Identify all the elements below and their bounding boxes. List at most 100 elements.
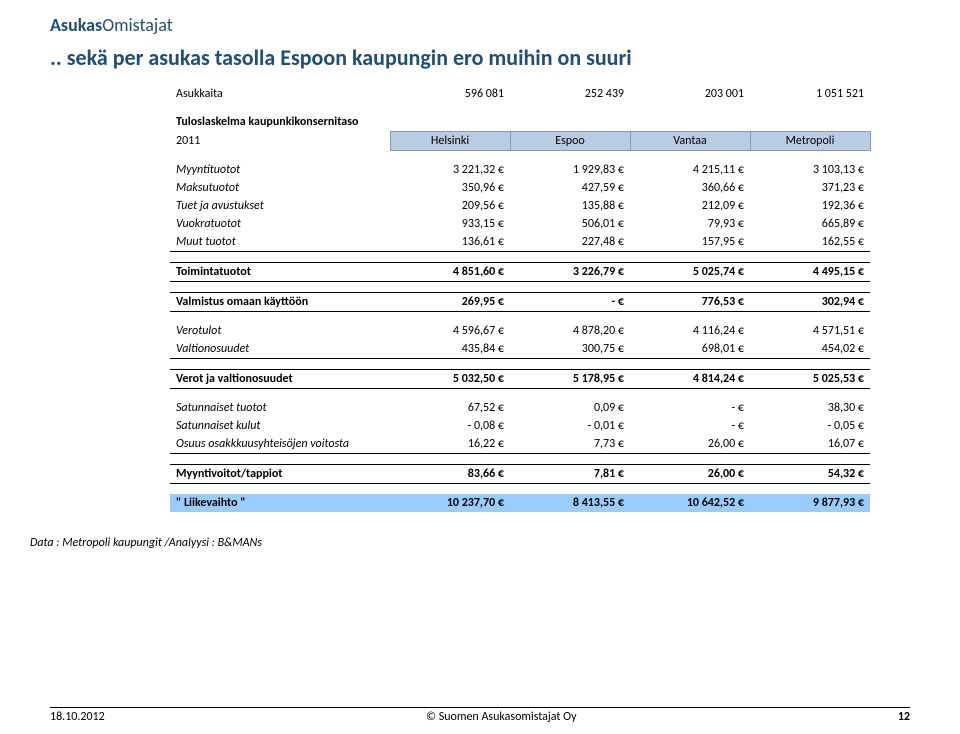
row-valmistus: Valmistus omaan käyttöön 269,95 € - € 77… [170, 292, 870, 311]
row-maksutuotot: Maksutuotot 350,96 € 427,59 € 360,66 € 3… [170, 179, 870, 197]
cell: 192,36 € [750, 197, 870, 215]
cell: 665,89 € [750, 215, 870, 233]
cell: 26,00 € [630, 464, 750, 483]
cell: 300,75 € [510, 340, 630, 359]
label: Valmistus omaan käyttöön [170, 292, 390, 311]
label: " Liikevaihto " [170, 494, 390, 512]
cell: 4 495,15 € [750, 262, 870, 281]
label: Toimintatuotot [170, 262, 390, 281]
row-asukkaita: Asukkaita 596 081 252 439 203 001 1 051 … [170, 85, 870, 103]
row-verot-valt: Verot ja valtionosuudet 5 032,50 € 5 178… [170, 369, 870, 388]
cell: 933,15 € [390, 215, 510, 233]
cell: 4 814,24 € [630, 369, 750, 388]
footer-page-number: 12 [898, 710, 910, 724]
label: Satunnaiset tuotot [170, 399, 390, 417]
cell: 38,30 € [750, 399, 870, 417]
cell: - € [630, 417, 750, 435]
cell: 5 032,50 € [390, 369, 510, 388]
page-title: .. sekä per asukas tasolla Espoon kaupun… [50, 44, 910, 71]
cell: 5 025,53 € [750, 369, 870, 388]
cell: 3 103,13 € [750, 161, 870, 179]
row-valtionosuudet: Valtionosuudet 435,84 € 300,75 € 698,01 … [170, 340, 870, 359]
cell: 4 116,24 € [630, 322, 750, 340]
label: Tuet ja avustukset [170, 197, 390, 215]
row-vuokratuotot: Vuokratuotot 933,15 € 506,01 € 79,93 € 6… [170, 215, 870, 233]
label: Vuokratuotot [170, 215, 390, 233]
cell: 54,32 € [750, 464, 870, 483]
col-espoo: Espoo [510, 131, 630, 150]
cell: - 0,05 € [750, 417, 870, 435]
cell: 4 596,67 € [390, 322, 510, 340]
label: Myyntituotot [170, 161, 390, 179]
cell: 427,59 € [510, 179, 630, 197]
row-osuus: Osuus osakkkuusyhteisöjen voitosta 16,22… [170, 435, 870, 454]
cell: 136,61 € [390, 233, 510, 252]
label: Muut tuotot [170, 233, 390, 252]
cell: 162,55 € [750, 233, 870, 252]
cell: 269,95 € [390, 292, 510, 311]
label: Myyntivoitot/tappiot [170, 464, 390, 483]
cell: 10 237,70 € [390, 494, 510, 512]
cell: 157,95 € [630, 233, 750, 252]
row-myyntivoitot: Myyntivoitot/tappiot 83,66 € 7,81 € 26,0… [170, 464, 870, 483]
cell: 5 025,74 € [630, 262, 750, 281]
cell: 83,66 € [390, 464, 510, 483]
label: Verotulot [170, 322, 390, 340]
col-metropoli: Metropoli [750, 131, 870, 150]
cell: 302,94 € [750, 292, 870, 311]
cell: 596 081 [390, 85, 510, 103]
cell: 212,09 € [630, 197, 750, 215]
footer-date: 18.10.2012 [50, 710, 105, 724]
cell: 10 642,52 € [630, 494, 750, 512]
row-column-headers: 2011 Helsinki Espoo Vantaa Metropoli [170, 131, 870, 150]
cell: 776,53 € [630, 292, 750, 311]
data-source-note: Data : Metropoli kaupungit /Analyysi : B… [30, 536, 910, 550]
footer: 18.10.2012 12 © Suomen Asukasomistajat O… [50, 707, 910, 724]
cell: 3 226,79 € [510, 262, 630, 281]
row-muut: Muut tuotot 136,61 € 227,48 € 157,95 € 1… [170, 233, 870, 252]
footer-copyright: © Suomen Asukasomistajat Oy [50, 710, 910, 724]
row-liikevaihto: " Liikevaihto " 10 237,70 € 8 413,55 € 1… [170, 494, 870, 512]
col-helsinki: Helsinki [390, 131, 510, 150]
label: Satunnaiset kulut [170, 417, 390, 435]
row-sat-kulut: Satunnaiset kulut - 0,08 € - 0,01 € - € … [170, 417, 870, 435]
cell: 435,84 € [390, 340, 510, 359]
cell: - 0,01 € [510, 417, 630, 435]
cell: 7,81 € [510, 464, 630, 483]
label-asukkaita: Asukkaita [170, 85, 390, 103]
cell: 698,01 € [630, 340, 750, 359]
label: Osuus osakkkuusyhteisöjen voitosta [170, 435, 390, 454]
row-sat-tuotot: Satunnaiset tuotot 67,52 € 0,09 € - € 38… [170, 399, 870, 417]
cell: 7,73 € [510, 435, 630, 454]
label: Valtionosuudet [170, 340, 390, 359]
cell: 350,96 € [390, 179, 510, 197]
cell: 8 413,55 € [510, 494, 630, 512]
cell: 3 221,32 € [390, 161, 510, 179]
page: AsukasOmistajat .. sekä per asukas tasol… [0, 0, 960, 734]
cell: 79,93 € [630, 215, 750, 233]
cell: 4 215,11 € [630, 161, 750, 179]
cell: 67,52 € [390, 399, 510, 417]
brand: AsukasOmistajat [50, 14, 910, 36]
brand-part1: Asukas [50, 14, 102, 36]
label: Maksutuotot [170, 179, 390, 197]
cell: 454,02 € [750, 340, 870, 359]
cell: 4 571,51 € [750, 322, 870, 340]
cell: 1 929,83 € [510, 161, 630, 179]
cell: 9 877,93 € [750, 494, 870, 512]
cell: 16,22 € [390, 435, 510, 454]
cell: 1 051 521 [750, 85, 870, 103]
row-toimintatuotot: Toimintatuotot 4 851,60 € 3 226,79 € 5 0… [170, 262, 870, 281]
row-myyntituotot: Myyntituotot 3 221,32 € 1 929,83 € 4 215… [170, 161, 870, 179]
cell: 371,23 € [750, 179, 870, 197]
cell: 252 439 [510, 85, 630, 103]
cell: 5 178,95 € [510, 369, 630, 388]
brand-part2: Omistajat [102, 14, 173, 36]
label-year: 2011 [170, 131, 390, 150]
cell: 26,00 € [630, 435, 750, 454]
cell: 506,01 € [510, 215, 630, 233]
cell: 4 851,60 € [390, 262, 510, 281]
financial-table: Asukkaita 596 081 252 439 203 001 1 051 … [170, 85, 871, 512]
row-tuet: Tuet ja avustukset 209,56 € 135,88 € 212… [170, 197, 870, 215]
row-tuloslaskelma-head: Tuloslaskelma kaupunkikonsernitaso [170, 113, 870, 131]
